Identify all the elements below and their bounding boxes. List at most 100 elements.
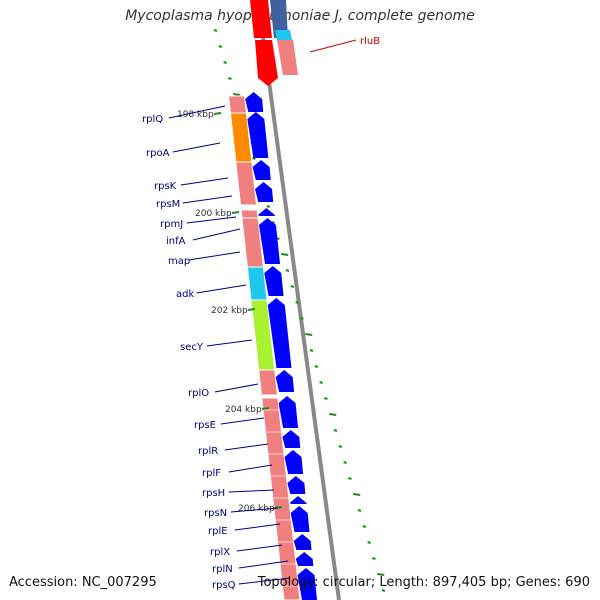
scale-label-tick	[231, 211, 240, 214]
scale-label: 204 kbp	[225, 405, 262, 415]
forward-arrow	[264, 266, 284, 296]
scale-tick	[343, 461, 347, 464]
gene-label-rpsK: rpsK	[154, 181, 177, 192]
scale-tick	[381, 589, 386, 592]
gene-leader-line	[228, 489, 275, 493]
gene-leader-line	[224, 443, 269, 451]
gene-leader-line	[309, 39, 357, 53]
gene-label-adk: adk	[176, 289, 194, 300]
scale-tick	[300, 317, 304, 320]
forward-arrow	[297, 568, 317, 600]
scale-label-tick	[247, 308, 256, 311]
scale-tick	[362, 525, 367, 528]
scale-tick	[295, 301, 299, 304]
scale-label: 202 kbp	[211, 306, 248, 316]
scale-tick	[281, 253, 289, 256]
scale-tick	[252, 157, 256, 160]
gene-label-rpsE: rpsE	[194, 420, 216, 431]
scale-tick	[353, 493, 361, 496]
forward-arrow	[257, 208, 275, 216]
gene-segment	[235, 161, 258, 206]
gene-label-rpsQ: rpsQ	[212, 580, 236, 591]
gene-label-rpsH: rpsH	[202, 488, 225, 499]
forward-arrow	[252, 160, 271, 180]
scale-tick	[329, 413, 337, 416]
scale-tick	[290, 285, 295, 288]
gene-segment	[275, 30, 292, 40]
gene-label-rplN: rplN	[212, 564, 233, 575]
gene-leader-line	[192, 228, 241, 241]
scale-tick	[338, 445, 343, 448]
gene-leader-line	[182, 195, 233, 204]
scale-label: 206 kbp	[238, 504, 275, 514]
gene-leader-line	[180, 177, 229, 186]
backbone-line	[256, 0, 341, 600]
scale-tick	[228, 77, 232, 80]
gene-label-rplE: rplE	[208, 526, 228, 537]
forward-arrow	[289, 496, 307, 504]
gene-leader-line	[230, 507, 279, 513]
scale-tick	[357, 509, 362, 512]
scale-label-tick	[213, 112, 222, 115]
gene-leader-line	[188, 251, 241, 261]
gene-segment	[246, 266, 268, 301]
forward-arrow	[284, 450, 304, 474]
forward-arrow	[245, 92, 264, 112]
rna-arrow	[255, 40, 278, 86]
scale-tick	[285, 269, 290, 272]
gene-segment	[261, 397, 301, 600]
forward-arrow	[255, 182, 274, 202]
gene-leader-line	[228, 464, 273, 473]
gene-leader-line	[234, 523, 281, 531]
gene-label-rplR: rplR	[198, 446, 218, 457]
gene-leader-line	[206, 339, 253, 347]
scale-tick	[218, 45, 223, 48]
scale-label: 198 kbp	[177, 110, 214, 120]
forward-arrow	[290, 506, 310, 532]
gene-leader-line	[238, 560, 289, 569]
gene-segment	[258, 369, 279, 396]
gene-label-rplF: rplF	[202, 468, 221, 479]
scale-tick	[213, 29, 218, 32]
gene-segment	[228, 95, 247, 114]
forward-arrow	[282, 430, 301, 448]
scale-tick	[367, 541, 371, 544]
scale-tick	[309, 349, 314, 352]
accession-label: Accession: NC_007295	[9, 575, 157, 590]
gene-leader-line	[214, 383, 259, 393]
forward-arrow	[293, 534, 312, 550]
scale-tick	[348, 477, 352, 480]
forward-arrow	[247, 112, 269, 158]
gene-label-rpmJ: rpmJ	[160, 219, 183, 230]
gene-label-rluB: rluB	[360, 36, 380, 47]
gene-leader-line	[236, 544, 283, 552]
gene-label-map: map	[168, 256, 190, 267]
forward-arrow	[267, 298, 292, 368]
scale-label-tick	[261, 407, 270, 410]
forward-arrow	[278, 396, 299, 428]
gene-label-rpoA: rpoA	[146, 148, 170, 159]
gene-leader-line	[168, 105, 226, 119]
scale-tick	[223, 61, 227, 64]
forward-arrow	[258, 218, 281, 264]
gene-label-rpsN: rpsN	[204, 508, 227, 519]
scale-tick	[333, 429, 338, 432]
gene-leader-line	[238, 577, 291, 585]
scale-tick	[324, 397, 328, 400]
gene-segment	[240, 209, 259, 219]
gene-label-infA: infA	[166, 236, 186, 247]
forward-arrow	[287, 476, 306, 494]
scale-tick	[305, 333, 313, 336]
gene-label-secY: secY	[180, 342, 204, 353]
scale-tick	[377, 573, 385, 576]
gene-leader-line	[186, 216, 237, 224]
rna-segment	[250, 0, 272, 38]
gene-label-rplX: rplX	[210, 547, 230, 558]
gene-segment	[277, 40, 298, 75]
forward-arrow	[295, 552, 314, 566]
forward-arrow	[275, 370, 295, 392]
scale-label: 200 kbp	[195, 209, 232, 219]
gene-leader-line	[196, 284, 247, 294]
scale-tick	[233, 93, 241, 96]
map-title: Mycoplasma hyopneumoniae J, complete gen…	[125, 8, 475, 24]
